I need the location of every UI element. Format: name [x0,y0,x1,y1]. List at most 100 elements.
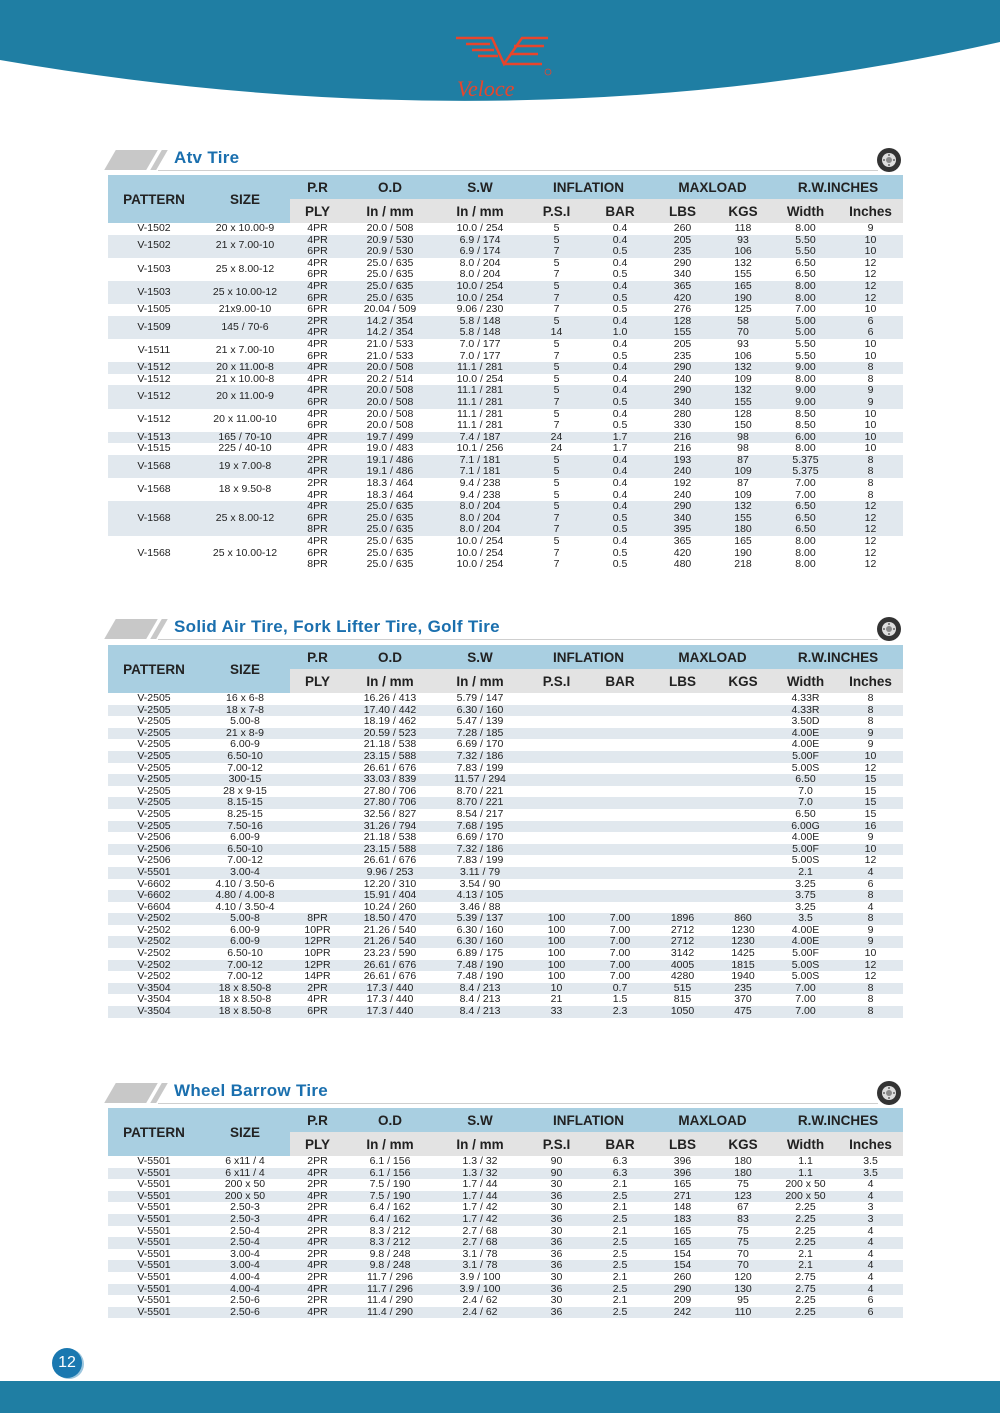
cell-od-unit: 27.80 / 706 [345,797,435,809]
cell-sw-unit: 1.7 / 44 [462,1178,498,1191]
cell-kgs: 67 [737,1201,749,1214]
cell-pattern: V-1568 [137,546,171,559]
cell-kgs: 475 [713,1005,773,1018]
cell-ply [290,832,345,844]
cell-lbs: 235 [652,246,713,258]
cell-kgs: 87 [713,454,773,467]
decor-slant [104,619,158,639]
cell-lbs: 154 [652,1260,713,1272]
cell-od-unit: 25.0 / 635 [345,524,435,537]
cell-ply [290,716,345,728]
cell-lbs [652,739,713,751]
cell-sw-unit: 3.11 / 79 [435,866,525,879]
cell-ply: 4PR [290,1260,345,1272]
cell-bar: 2.1 [612,1270,628,1283]
cell-lbs: 165 [652,1237,713,1249]
cell-kgs: 165 [713,280,773,293]
table-row: V-1505 21x9.00-10 6PR 20.04 / 509 9.06 / 230… [108,304,903,316]
cell-ply: 2PR [307,477,328,490]
cell-pattern: V-2505 [137,807,171,820]
table-row: V-1512 20 x 11.00-10 4PR 20.0 / 508 11.1 / 2… [108,408,903,425]
cell-inches: 8 [867,372,874,385]
cell-pattern: V-2505 [108,820,200,833]
cell-width: 5.50 [773,234,838,247]
cell-psi: 5 [553,337,560,350]
subcol-psi: P.S.I [525,199,588,223]
cell-pattern: V-6604 [137,900,171,913]
cell-od-unit: 26.61 / 676 [345,959,435,972]
cell-od-unit: 6.1 / 156 [345,1167,435,1180]
table-row: V-5501 3.00-4 2PR 9.8 / 248 3.1 / 78 36 2.5 154… [108,1247,903,1261]
cell-lbs: 148 [673,1201,692,1214]
cell-width: 5.00F [792,947,819,960]
cell-kgs: 130 [713,1283,773,1296]
cell-lbs: 165 [673,1178,692,1191]
cell-psi [525,739,588,751]
cell-kgs: 70 [713,327,773,339]
cell-sw-unit: 5.8 / 148 [435,315,525,328]
cell-size: 20 x 11.00-8 [200,362,290,374]
cell-ply [290,704,345,717]
cell-od-unit: 20.2 / 514 [366,372,414,385]
cell-width: 2.75 [773,1283,838,1296]
cell-lbs: 155 [652,327,713,339]
cell-lbs [652,866,713,879]
cell-inches: 10 [864,419,877,432]
cell-pattern: V-1502 [137,222,171,234]
cell-od-unit: 25.0 / 635 [345,501,435,513]
col-sw: S.W [435,175,525,199]
subcol-bar: BAR [588,199,652,223]
cell-psi: 7 [525,396,588,409]
cell-od-unit: 20.0 / 508 [366,222,414,234]
cell-ply [290,879,345,891]
cell-lbs: 235 [673,349,692,362]
cell-od-unit: 25.0 / 635 [366,268,414,281]
cell-psi [525,843,588,856]
cell-inches: 8 [838,704,904,717]
cell-bar [588,693,652,705]
cell-psi [525,855,588,867]
cell-inches: 4 [867,1224,874,1237]
cell-sw-unit: 7.83 / 199 [456,854,504,867]
cell-psi: 7 [553,546,560,559]
cell-kgs: 110 [713,1306,773,1319]
divider [158,639,878,640]
subcol-inches: Inches [838,669,904,693]
cell-od-unit: 12.20 / 310 [363,877,417,890]
subcol-lbs: LBS [652,669,713,693]
cell-sw-unit: 8.0 / 204 [435,524,525,537]
cell-sw-unit: 2.7 / 68 [435,1237,525,1249]
cell-size: 18 x 8.50-8 [200,1005,290,1018]
cell-bar: 2.5 [612,1247,628,1260]
cell-bar: 0.4 [588,454,652,467]
cell-pattern: V-2502 [137,970,171,983]
cell-sw-unit: 1.3 / 32 [435,1167,525,1180]
col-size: SIZE [200,1108,290,1156]
cell-psi [525,832,588,844]
col-maxload: MAXLOAD [652,645,773,669]
cell-psi: 7 [553,558,560,571]
cell-size: 2.50-4 [230,1224,260,1237]
cell-psi [525,716,588,728]
cell-inches: 10 [838,750,904,763]
cell-bar: 0.5 [612,419,628,432]
cell-sw-unit: 6.30 / 160 [456,923,504,936]
cell-od-unit: 11.4 / 290 [367,1294,413,1307]
cell-width: 7.00 [795,303,816,316]
cell-width: 9.00 [773,362,838,374]
cell-psi: 5 [553,535,560,548]
cell-size: 5.00-8 [200,913,290,925]
section-title: Solid Air Tire, Fork Lifter Tire, Golf T… [174,617,500,636]
cell-ply: 2PR [290,982,345,995]
table-row: V-1503 25 x 10.00-12 4PR 25.0 / 635 10.0 / 2… [108,280,904,305]
cell-od-unit: 19.1 / 486 [345,454,435,467]
cell-od-unit: 33.03 / 839 [345,774,435,786]
cell-width: 7.0 [773,797,838,809]
cell-size: 4.10 / 3.50-4 [215,900,275,913]
cell-size: 21 x 8-9 [200,727,290,740]
cell-inches: 10 [864,442,877,455]
cell-sw-unit: 7.1 / 181 [435,466,525,479]
col-pattern: PATTERN [108,1108,200,1156]
col-size: SIZE [200,175,290,223]
cell-bar [588,750,652,763]
